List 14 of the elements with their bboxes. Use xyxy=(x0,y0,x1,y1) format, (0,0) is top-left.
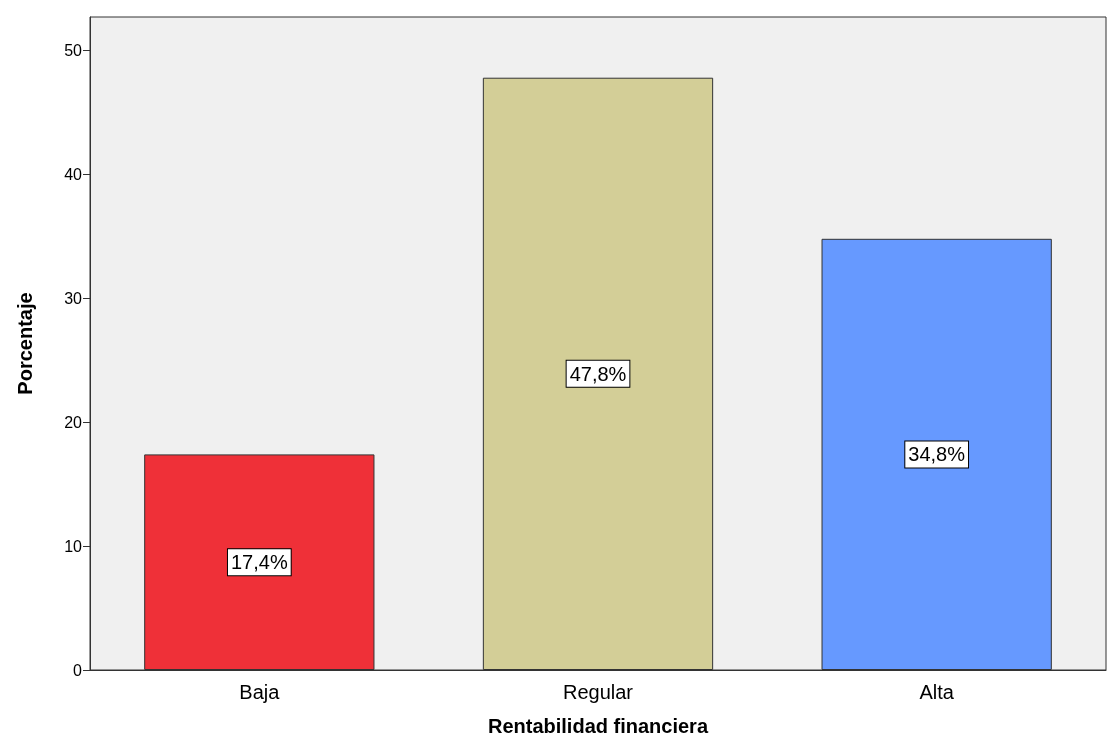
x-tick-label: Regular xyxy=(562,681,634,703)
data-label: 47,8% xyxy=(569,362,627,385)
data-label: 34,8% xyxy=(908,443,966,466)
x-axis-title: Rentabilidad financiera xyxy=(487,715,709,737)
data-label: 17,4% xyxy=(230,551,288,574)
y-tick-label: 30 xyxy=(64,289,83,307)
x-tick-label: Baja xyxy=(239,681,281,703)
y-axis-title: Porcentaje xyxy=(14,292,36,395)
x-tick-label: Alta xyxy=(919,681,955,703)
y-tick-label: 10 xyxy=(64,537,83,555)
y-tick-label: 20 xyxy=(64,413,83,431)
y-tick-label: 0 xyxy=(73,661,83,679)
y-tick-label: 50 xyxy=(64,41,83,59)
y-tick-label: 40 xyxy=(64,165,83,183)
